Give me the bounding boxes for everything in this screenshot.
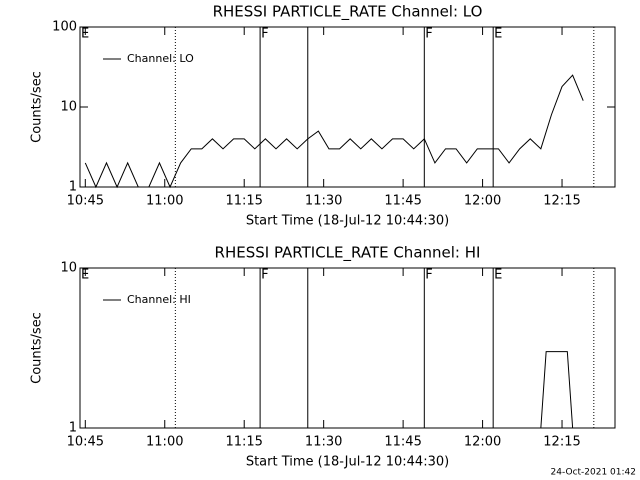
x-tick-label: 11:45 [384, 435, 421, 450]
x-tick-label: 11:30 [305, 435, 342, 450]
x-tick-label: 11:45 [384, 194, 421, 209]
legend-label: Channel: LO [127, 52, 194, 65]
y-tick-label: 1 [69, 421, 77, 436]
legend-label: Channel: HI [127, 293, 191, 306]
data-line [540, 351, 574, 429]
x-tick-label: 12:15 [543, 194, 580, 209]
y-tick-label: 10 [60, 100, 77, 115]
event-label: F [261, 268, 268, 283]
x-axis-label: Start Time (18-Jul-12 10:44:30) [246, 455, 449, 470]
y-tick-label: 10 [60, 261, 77, 276]
x-tick-label: 10:45 [67, 194, 104, 209]
event-label: E [81, 27, 89, 42]
event-label: F [425, 268, 432, 283]
x-tick-label: 11:30 [305, 194, 342, 209]
event-label: E [494, 27, 502, 42]
y-tick-label: 100 [52, 20, 77, 35]
y-tick-label: 1 [69, 180, 77, 195]
y-axis-label: Counts/sec [30, 71, 45, 143]
x-tick-label: 11:00 [146, 435, 183, 450]
data-line [84, 74, 584, 189]
x-tick-label: 12:15 [543, 435, 580, 450]
y-axis-label: Counts/sec [30, 312, 45, 384]
x-axis-label: Start Time (18-Jul-12 10:44:30) [246, 214, 449, 229]
event-label: F [425, 27, 432, 42]
event-label: E [494, 268, 502, 283]
event-label: F [261, 27, 268, 42]
x-tick-label: 12:00 [464, 194, 501, 209]
x-tick-label: 10:45 [67, 435, 104, 450]
x-tick-label: 12:00 [464, 435, 501, 450]
x-tick-label: 11:15 [225, 194, 262, 209]
chart-title: RHESSI PARTICLE_RATE Channel: HI [215, 244, 481, 263]
x-tick-label: 11:15 [225, 435, 262, 450]
event-label: E [81, 268, 89, 283]
x-tick-label: 11:00 [146, 194, 183, 209]
plot-frame [79, 267, 616, 429]
footer-date: 24-Oct-2021 01:42 [551, 468, 636, 478]
chart-title: RHESSI PARTICLE_RATE Channel: LO [213, 3, 483, 22]
